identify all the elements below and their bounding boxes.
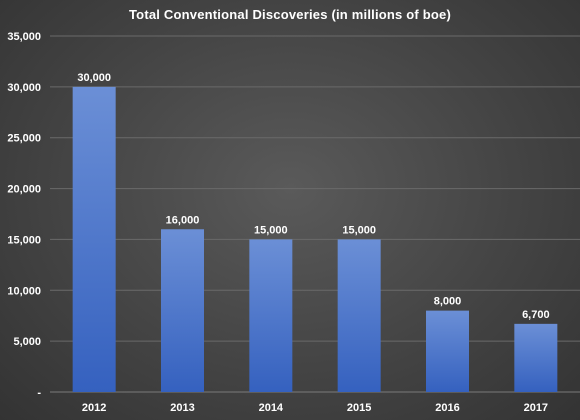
bar (426, 310, 469, 392)
y-tick-label: 20,000 (7, 184, 41, 196)
bar (337, 239, 381, 392)
data-label: 6,700 (522, 309, 550, 321)
x-tick-label: 2013 (170, 402, 194, 414)
data-label: 8,000 (434, 296, 462, 308)
x-tick-label: 2014 (259, 402, 284, 414)
y-tick-label: - (37, 387, 41, 399)
bar (249, 239, 293, 392)
x-tick-label: 2016 (435, 402, 459, 414)
data-labels: 30,000 16,000 15,000 15,000 8,000 6,700 (77, 72, 549, 321)
x-tick-label: 2012 (82, 402, 106, 414)
data-label: 15,000 (254, 224, 288, 236)
y-tick-label: 25,000 (7, 133, 41, 145)
y-axis: - 5,000 10,000 15,000 20,000 25,000 30,000 35,0… (7, 31, 41, 399)
y-tick-label: 35,000 (7, 31, 41, 43)
bar (72, 86, 116, 392)
y-tick-label: 15,000 (7, 234, 41, 246)
x-tick-label: 2015 (347, 402, 371, 414)
y-tick-label: 5,000 (13, 336, 41, 348)
bars (72, 86, 558, 392)
bar (161, 229, 204, 392)
x-axis: 2012 2013 2014 2015 2016 2017 (82, 402, 548, 414)
chart-title: Total Conventional Discoveries (in milli… (129, 7, 451, 22)
x-tick-label: 2017 (524, 402, 548, 414)
y-tick-label: 10,000 (7, 285, 41, 297)
bar (514, 323, 558, 392)
data-label: 16,000 (166, 214, 200, 226)
gridlines (50, 35, 580, 393)
y-tick-label: 30,000 (7, 82, 41, 94)
data-label: 15,000 (342, 224, 376, 236)
data-label: 30,000 (77, 72, 111, 84)
